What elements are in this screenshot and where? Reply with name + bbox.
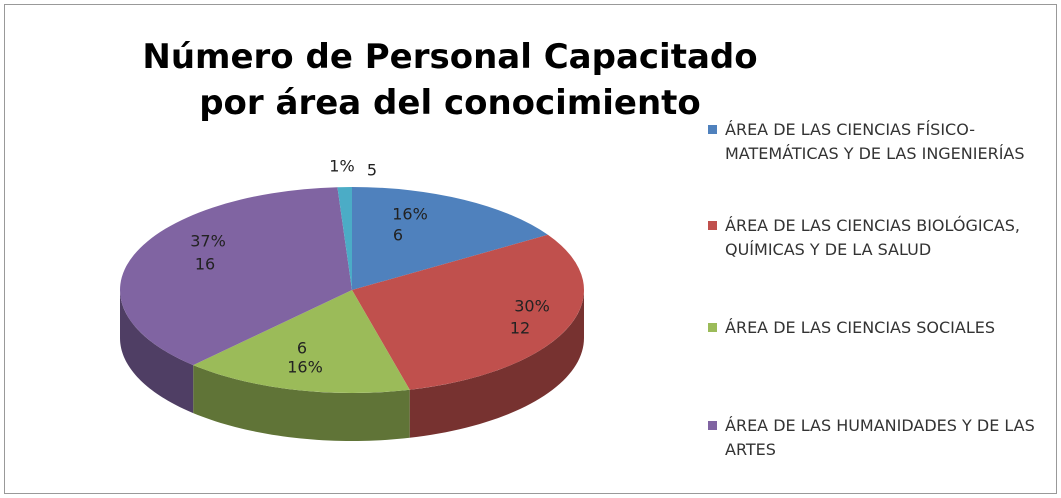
legend-entry: ÁREA DE LAS CIENCIAS FÍSICO-MATEMÁTICAS … — [708, 118, 1053, 166]
data-label: 1% — [329, 157, 354, 176]
legend-label: ÁREA DE LAS CIENCIAS FÍSICO-MATEMÁTICAS … — [725, 120, 1025, 163]
count-label: 16 — [195, 255, 215, 274]
slice — [193, 290, 410, 394]
legend-swatch — [708, 323, 717, 332]
legend-swatch — [708, 221, 717, 230]
legend-entry: ÁREA DE LAS CIENCIAS SOCIALES — [708, 316, 1053, 340]
data-label: 37% — [190, 232, 226, 251]
slice-side — [193, 365, 410, 441]
slice — [352, 187, 548, 290]
data-label: 30% — [514, 297, 550, 316]
legend-swatch — [708, 421, 717, 430]
legend-entry: ÁREA DE LAS CIENCIAS BIOLÓGICAS, QUÍMICA… — [708, 214, 1053, 262]
count-label: 6 — [297, 339, 307, 358]
legend-entry: ÁREA DE LAS HUMANIDADES Y DE LAS ARTES — [708, 414, 1053, 462]
data-label: 16% — [392, 205, 428, 224]
legend-swatch — [708, 125, 717, 134]
slice — [352, 234, 585, 390]
legend-label: ÁREA DE LAS HUMANIDADES Y DE LAS ARTES — [725, 416, 1035, 459]
data-label: 16% — [287, 358, 323, 377]
slice-side — [120, 290, 194, 414]
legend-label: ÁREA DE LAS CIENCIAS SOCIALES — [725, 318, 995, 337]
legend-label: ÁREA DE LAS CIENCIAS BIOLÓGICAS, QUÍMICA… — [725, 216, 1020, 259]
count-label: 5 — [367, 161, 377, 180]
slice-side — [409, 290, 584, 438]
slice — [119, 187, 352, 366]
slice — [337, 187, 352, 290]
count-label: 12 — [510, 319, 530, 338]
chart-title: Número de Personal Capacitado por área d… — [142, 37, 758, 123]
count-label: 6 — [393, 226, 403, 245]
